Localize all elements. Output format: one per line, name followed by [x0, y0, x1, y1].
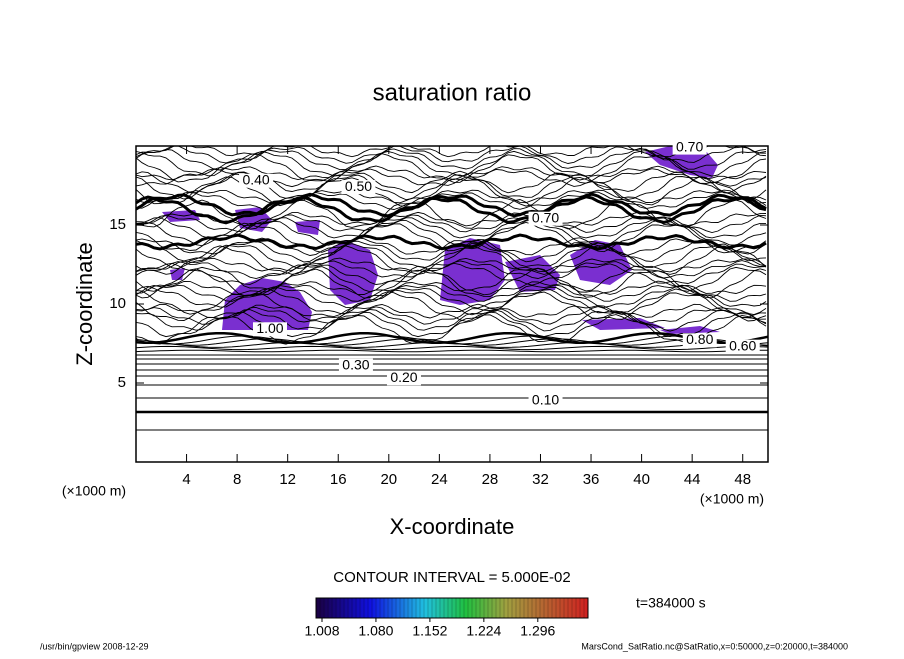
time-label: t=384000 s — [636, 595, 706, 611]
contour-line — [136, 199, 767, 230]
contour-label: 0.20 — [390, 369, 417, 385]
colorbar-tick-label: 1.296 — [520, 623, 555, 639]
colorbar-tick-label: 1.080 — [358, 623, 393, 639]
contour-line — [136, 189, 767, 204]
y-axis-label: Z-coordinate — [72, 242, 97, 366]
contour-line — [136, 311, 767, 338]
contour-label: 0.10 — [532, 392, 559, 408]
contour-line — [136, 284, 767, 302]
contour-line — [136, 349, 768, 353]
x-tick-label: 40 — [633, 471, 650, 488]
contour-line — [136, 291, 767, 322]
contour-label: 0.80 — [686, 331, 713, 347]
contour-line — [136, 168, 767, 188]
colorbar-tick-label: 1.224 — [466, 623, 501, 639]
x-tick-label: 36 — [583, 471, 600, 488]
contour-line — [136, 267, 767, 299]
contour-line — [136, 217, 766, 239]
contour-line — [136, 191, 767, 210]
x-tick-label: 12 — [279, 471, 296, 488]
contour-label-bg — [672, 140, 707, 155]
x-tick-label: 28 — [482, 471, 499, 488]
contour-label-bg — [252, 322, 287, 337]
plot-area — [136, 146, 768, 431]
contour-label: 0.70 — [532, 209, 559, 225]
contour-lines — [136, 146, 768, 431]
contour-line — [136, 306, 767, 325]
contour-line — [136, 173, 767, 201]
contour-line — [136, 153, 767, 184]
contour-line — [136, 288, 767, 316]
contour-line — [136, 285, 767, 309]
contour-line — [136, 146, 767, 158]
contour-line — [136, 195, 767, 225]
contour-line — [136, 192, 767, 218]
contour-line — [136, 237, 767, 256]
contour-line — [136, 345, 768, 351]
contour-label: 0.70 — [676, 138, 703, 154]
contour-line — [136, 242, 767, 270]
contour-line — [136, 165, 767, 181]
contour-line — [136, 331, 768, 345]
colorbar — [315, 597, 589, 619]
contour-label-bg — [341, 180, 376, 195]
x-tick-label: 32 — [532, 471, 549, 488]
colorbar-tick-label: 1.152 — [412, 623, 447, 639]
x-tick-label: 20 — [380, 471, 397, 488]
x-axis-label: X-coordinate — [390, 514, 515, 539]
contour-label: 1.00 — [256, 320, 283, 336]
contour-label: 0.50 — [345, 178, 372, 194]
footer-left: /usr/bin/gpview 2008-12-29 — [40, 641, 149, 651]
contour-line — [136, 222, 767, 253]
contour-label: 0.40 — [242, 171, 269, 187]
contour-line — [136, 309, 767, 332]
contour-label-bg — [338, 358, 373, 373]
x-tick-label: 24 — [431, 471, 448, 488]
contour-line — [136, 239, 767, 263]
y-unit: (×1000 m) — [700, 491, 764, 507]
contour-label-bg — [528, 394, 563, 409]
y-tick-label: 15 — [109, 216, 126, 233]
footer-right: MarsCond_SatRatio.nc@SatRatio,x=0:50000,… — [581, 641, 848, 651]
contour-line — [136, 233, 767, 251]
x-tick-label: 16 — [330, 471, 347, 488]
y-tick-label: 5 — [118, 374, 126, 391]
contour-label-bg — [239, 173, 274, 188]
contour-line — [136, 219, 767, 247]
x-tick-label: 8 — [233, 471, 241, 488]
contour-line — [136, 280, 767, 296]
contour-line — [136, 170, 767, 194]
contour-label-bg — [725, 339, 760, 354]
contour-line — [136, 214, 767, 233]
colorbar-tick-label: 1.008 — [304, 623, 339, 639]
y-tick-label: 10 — [109, 295, 126, 312]
x-tick-label: 48 — [734, 471, 751, 488]
contour-label-bg — [682, 333, 717, 348]
chart-title: saturation ratio — [373, 79, 532, 106]
x-tick-label: 44 — [684, 471, 701, 488]
contour-line — [136, 265, 767, 293]
contour-label-bg — [386, 371, 421, 386]
contour-interval: CONTOUR INTERVAL = 5.000E-02 — [333, 569, 570, 586]
contour-label-bg — [528, 211, 563, 226]
colorbar-stripes — [319, 598, 585, 618]
contour-label: 0.30 — [342, 356, 369, 372]
contour-label: 0.60 — [729, 337, 756, 353]
x-tick-label: 4 — [182, 471, 190, 488]
contour-line — [136, 314, 767, 345]
x-unit: (×1000 m) — [62, 483, 126, 499]
